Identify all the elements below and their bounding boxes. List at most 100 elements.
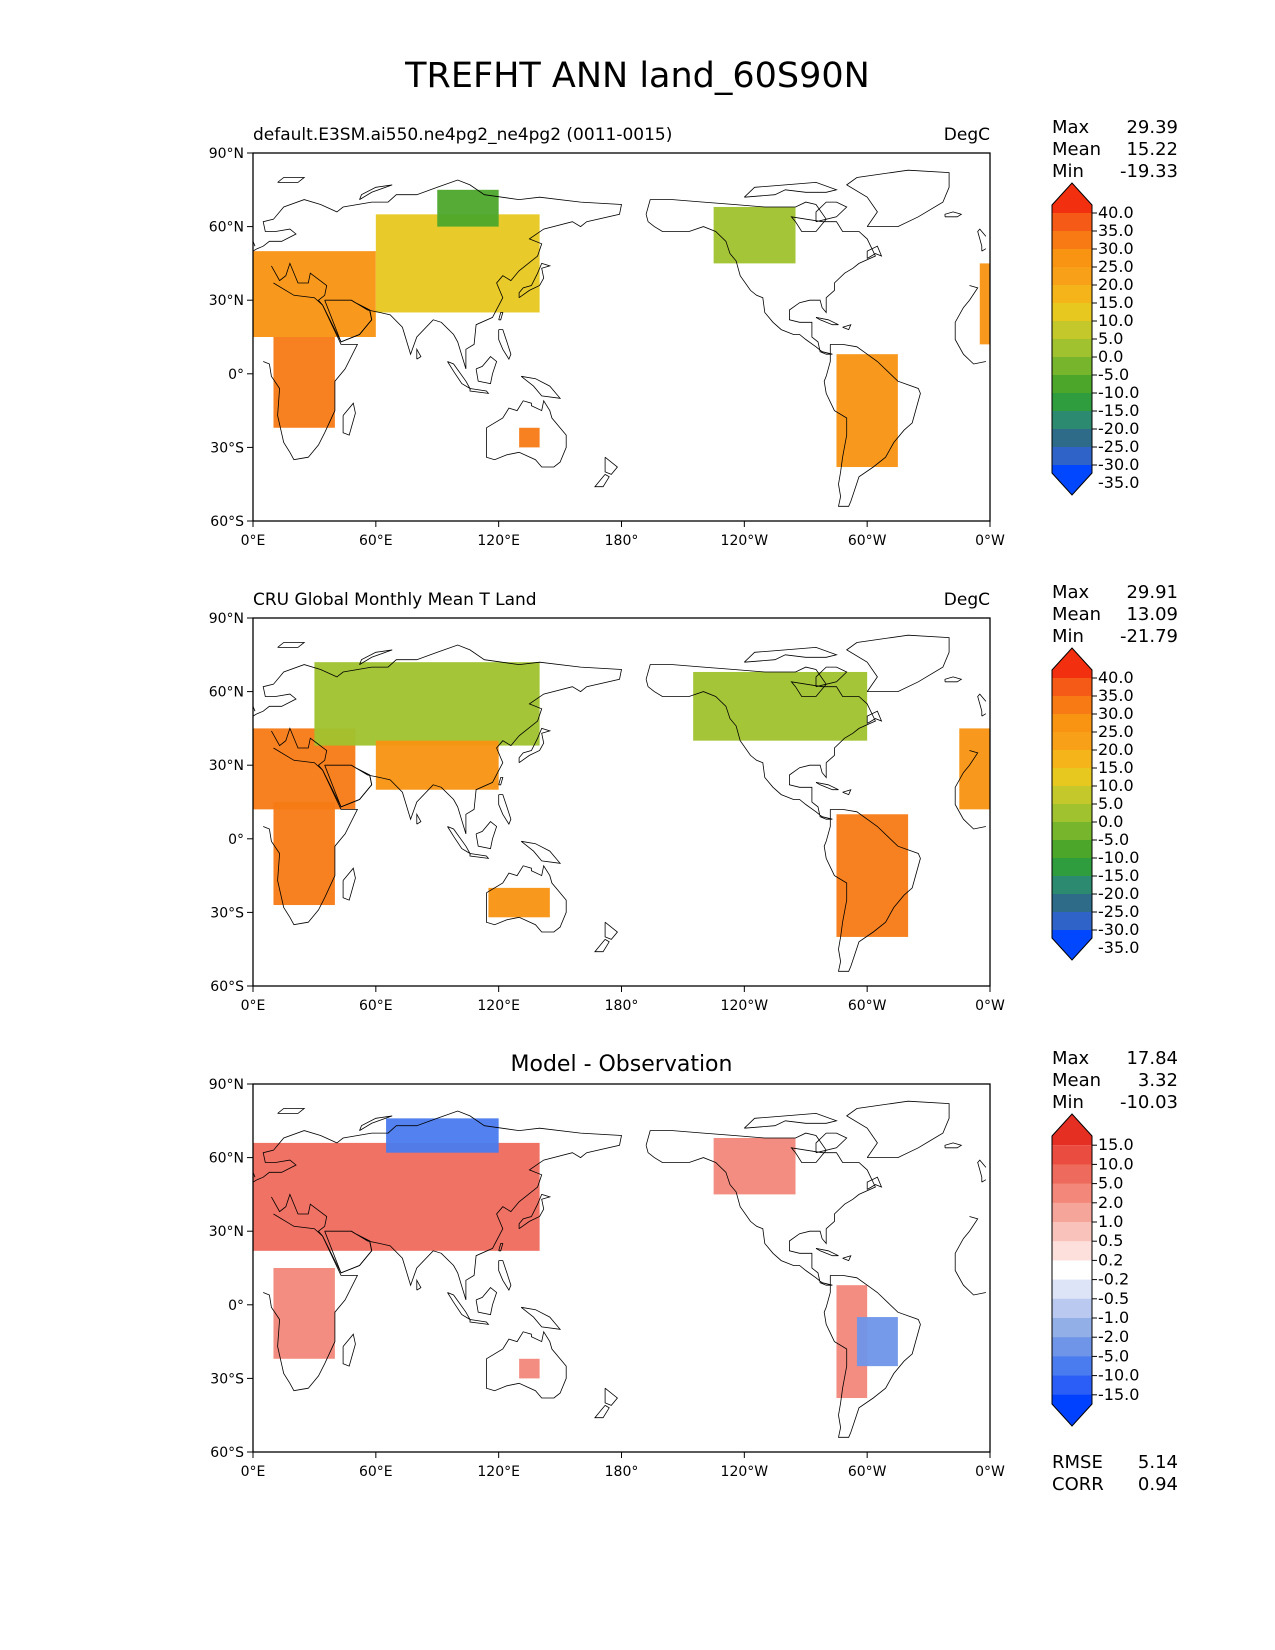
- colorbar-segment: [1052, 375, 1092, 394]
- coastline: [324, 299, 373, 343]
- units-label: DegC: [944, 590, 990, 610]
- coastline: [498, 312, 504, 321]
- coastline: [744, 646, 838, 663]
- coastline: [842, 789, 852, 796]
- coastline: [518, 1193, 552, 1230]
- coastline: [263, 1213, 986, 1392]
- colorbar-label: -2.0: [1098, 1327, 1129, 1346]
- field-cell: [979, 263, 990, 345]
- colorbar-label: -30.0: [1098, 455, 1139, 474]
- coastline: [520, 840, 562, 864]
- coastline: [475, 1287, 498, 1316]
- colorbar-segment: [1052, 714, 1092, 733]
- coastline: [498, 1260, 512, 1291]
- colorbar-label: -25.0: [1098, 902, 1139, 921]
- coastline: [469, 853, 490, 859]
- panel-title: Model - Observation: [511, 1052, 733, 1077]
- colorbar-segment: [1052, 804, 1092, 823]
- colorbar-segment: [1052, 183, 1092, 213]
- colorbar-label: 35.0: [1098, 221, 1134, 240]
- coastline: [815, 201, 848, 223]
- colorbar-label: 0.2: [1098, 1250, 1123, 1269]
- coastline: [263, 282, 986, 461]
- coastline: [815, 1132, 848, 1154]
- colorbar-label: -5.0: [1098, 830, 1129, 849]
- stat-value: -10.03: [1120, 1092, 1178, 1113]
- colorbar-segment: [1052, 465, 1092, 495]
- colorbar-segment: [1052, 1241, 1092, 1261]
- panel-1: 0°E 60°E 120°E 180° 120°W 60°W 0°W 90°N 60°N 30°N…: [209, 117, 1178, 549]
- stat-label: Mean: [1052, 1070, 1101, 1091]
- colorbar-label: 25.0: [1098, 722, 1134, 741]
- coastline: [604, 921, 618, 940]
- colorbar-label: -1.0: [1098, 1308, 1129, 1327]
- coastline: [815, 317, 839, 326]
- colorbar-segment: [1052, 321, 1092, 340]
- coastline: [944, 211, 963, 218]
- coastline: [359, 649, 393, 665]
- colorbar-segment: [1052, 1394, 1092, 1426]
- colorbar-segment: [1052, 1183, 1092, 1204]
- coastline: [498, 1243, 504, 1252]
- colorbar-segment: [1052, 858, 1092, 877]
- field-cell: [519, 1358, 540, 1379]
- colorbar-label: -15.0: [1098, 401, 1139, 420]
- y-tick-label: 30°S: [210, 1371, 244, 1387]
- colorbar-label: 10.0: [1098, 776, 1134, 795]
- coastline: [604, 1387, 618, 1406]
- colorbar-segment: [1052, 1222, 1092, 1242]
- stat-value: 29.39: [1126, 117, 1178, 138]
- coastline: [469, 388, 490, 394]
- y-tick-label: 90°N: [209, 1077, 244, 1093]
- colorbar-segment: [1052, 1145, 1092, 1165]
- colorbar-label: -5.0: [1098, 1346, 1129, 1365]
- colorbar-label: 2.0: [1098, 1193, 1123, 1212]
- coastline: [263, 747, 986, 926]
- coastline: [324, 764, 373, 808]
- colorbar-segment: [1052, 648, 1092, 678]
- map-area: [253, 618, 990, 986]
- coastline: [416, 812, 422, 825]
- map-area: [253, 153, 990, 521]
- colorbar-label: -35.0: [1098, 938, 1139, 957]
- colorbar-segment: [1052, 894, 1092, 913]
- colorbar-segment: [1052, 267, 1092, 286]
- stat-label: Max: [1052, 1048, 1090, 1069]
- x-tick-label: 0°E: [241, 998, 266, 1014]
- y-tick-label: 30°N: [209, 1224, 244, 1240]
- coastline: [475, 821, 498, 850]
- y-tick-label: 60°S: [210, 514, 244, 530]
- coastline: [645, 199, 876, 355]
- coastline: [518, 727, 552, 764]
- stat-value: 15.22: [1126, 139, 1178, 160]
- colorbar-segment: [1052, 732, 1092, 751]
- stat-value: -19.33: [1120, 161, 1178, 182]
- x-tick-label: 0°W: [975, 1464, 1005, 1480]
- colorbar-label: 5.0: [1098, 329, 1123, 348]
- y-tick-label: 60°N: [209, 685, 244, 701]
- field-cell: [836, 354, 898, 468]
- panel-3: 0°E 60°E 120°E 180° 120°W 60°W 0°W 90°N 60°N 30°N…: [209, 1048, 1178, 1495]
- coastline: [845, 634, 950, 692]
- coastline: [342, 402, 356, 436]
- stat-value: 13.09: [1126, 604, 1178, 625]
- colorbar-label: 0.5: [1098, 1231, 1123, 1250]
- coastline: [815, 1248, 839, 1257]
- x-tick-label: 0°W: [975, 533, 1005, 549]
- x-tick-label: 120°E: [477, 533, 520, 549]
- coastline: [823, 1275, 921, 1438]
- x-tick-label: 120°W: [721, 533, 769, 549]
- coastline: [594, 474, 610, 488]
- stat-label: Min: [1052, 161, 1084, 182]
- x-tick-label: 120°E: [477, 1464, 520, 1480]
- colorbar-label: -20.0: [1098, 884, 1139, 903]
- field-cell: [519, 427, 540, 448]
- coastline: [866, 1176, 883, 1190]
- colorbar-label: -25.0: [1098, 437, 1139, 456]
- stat-label: Mean: [1052, 604, 1101, 625]
- x-tick-label: 60°W: [848, 533, 887, 549]
- coastline: [520, 375, 562, 399]
- coastline: [486, 399, 567, 468]
- figure-title: TREFHT ANN land_60S90N: [405, 56, 870, 96]
- colorbar-segment: [1052, 447, 1092, 466]
